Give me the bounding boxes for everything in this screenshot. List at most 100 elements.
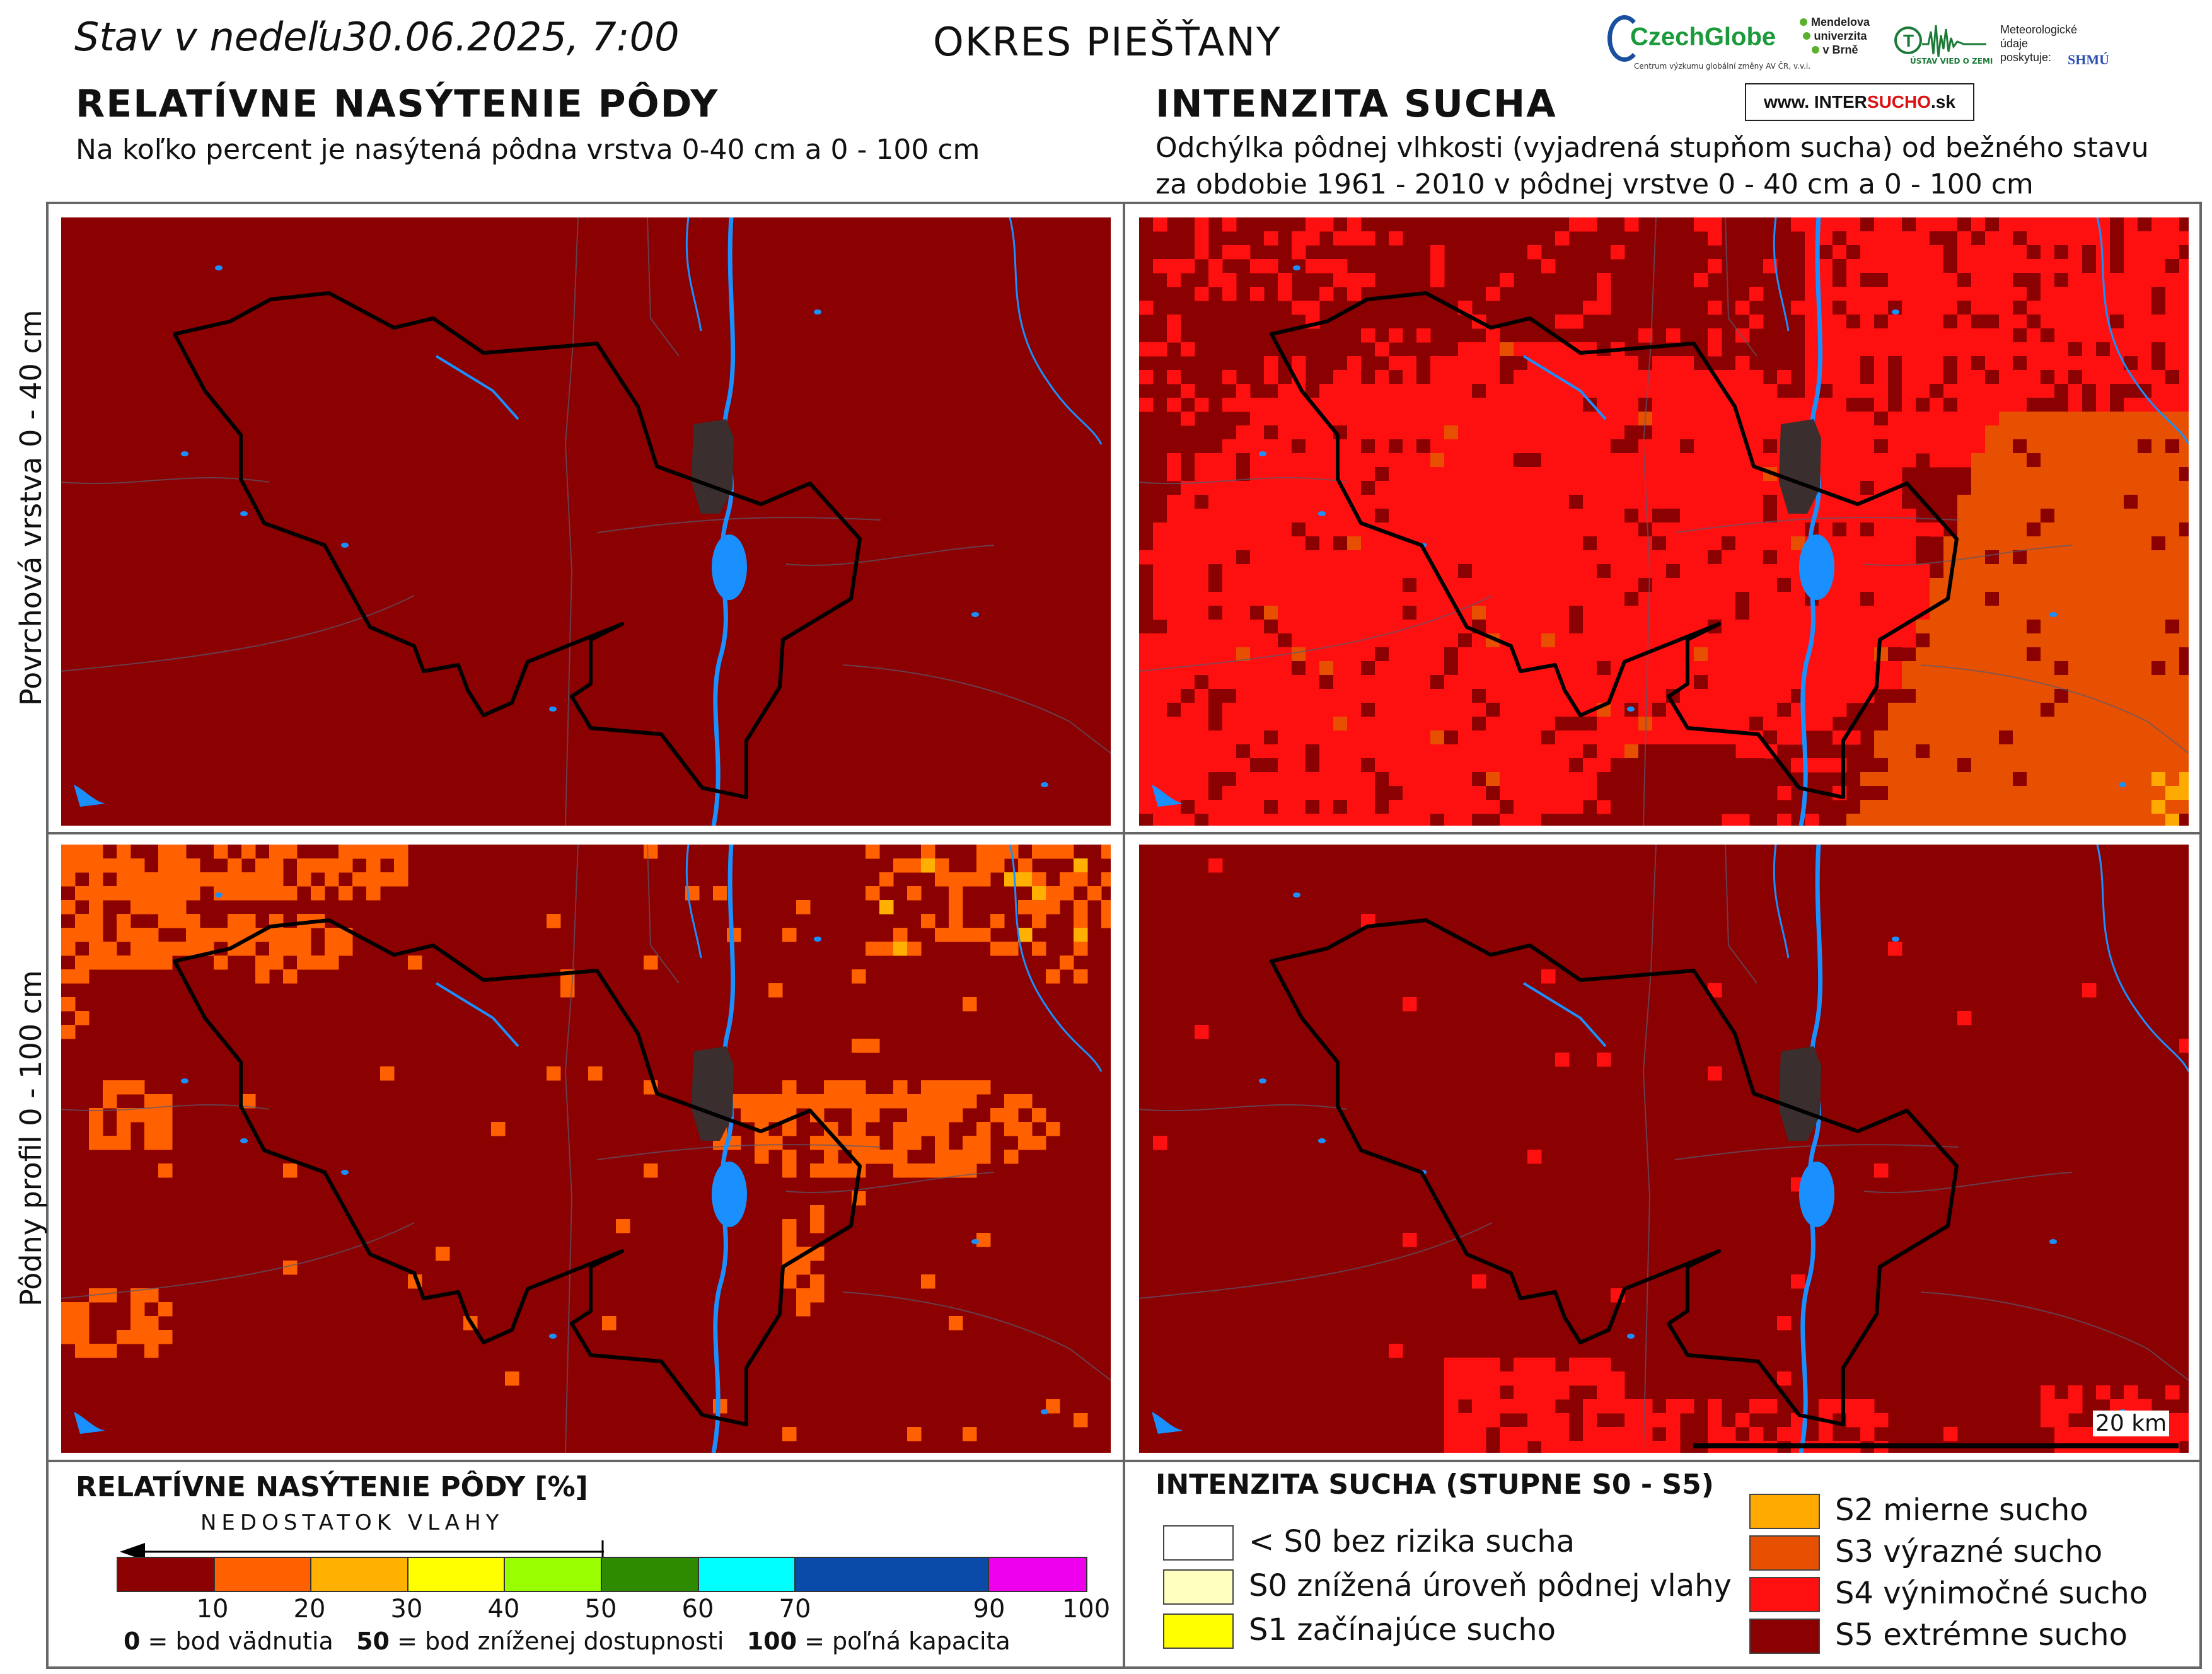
stream [2096, 845, 2189, 1072]
drought-legend-swatch [1163, 1613, 1234, 1649]
stream [1773, 845, 1790, 959]
district-border [173, 291, 862, 799]
datetime: 30.06.2025, 7:00 [342, 14, 680, 60]
reservoir-water [1799, 534, 1834, 600]
pond-water [814, 937, 821, 942]
map-saturation-top[interactable] [61, 217, 1111, 826]
road [785, 545, 995, 566]
map-saturation-bottom[interactable] [61, 845, 1111, 1453]
uvz-logo-icon: T [1894, 25, 1986, 57]
district-border [173, 918, 862, 1426]
map-background [1139, 845, 2189, 1453]
road [842, 664, 1111, 754]
colorbar-tick-label: 90 [973, 1595, 1005, 1624]
colorbar-segment [214, 1558, 312, 1591]
colorbar-tick-label: 60 [681, 1595, 714, 1624]
colorbar-segment [796, 1558, 990, 1591]
road [1139, 1222, 1493, 1299]
mendel-dot-icon [1800, 18, 1807, 26]
road [564, 217, 579, 826]
pond-water [1318, 511, 1326, 516]
river-vah [1798, 845, 1823, 1453]
drought-legend-swatch [1749, 1577, 1820, 1612]
czechglobe-logo: CzechGlobe [1607, 15, 1776, 62]
district-title: OKRES PIEŠŤANY [933, 19, 1282, 65]
colorbar-segment [311, 1558, 408, 1591]
colorbar-segment [408, 1558, 506, 1591]
pond-water [341, 543, 349, 548]
pond-water [240, 1138, 248, 1143]
saturation-legend-note: 0 = bod vädnutia 50 = bod zníženej dostu… [124, 1627, 1010, 1655]
road [842, 1291, 1111, 1381]
drought-cells [1597, 744, 1778, 826]
pond-water [971, 612, 979, 617]
road [1920, 1291, 2189, 1381]
stream [435, 982, 519, 1048]
uvz-logo-text: ÚSTAV VIED O ZEMI [1910, 57, 1993, 66]
right-title: INTENZITA SUCHA [1155, 82, 1557, 126]
colorbar-segment [698, 1558, 796, 1591]
pond-water [1627, 1334, 1635, 1339]
colorbar-segment [118, 1558, 215, 1591]
colorbar-tick-label: 100 [1062, 1595, 1111, 1624]
row-label-top: Povrchová vrstva 0 - 40 cm [14, 309, 48, 706]
pond-water [2119, 782, 2126, 787]
river-vah [711, 845, 736, 1453]
map-drought-top[interactable] [1139, 217, 2189, 826]
czechglobe-ring-icon [1607, 15, 1642, 62]
map-background [61, 217, 1111, 826]
colorbar-tick-label: 30 [390, 1595, 423, 1624]
road [61, 595, 415, 672]
pond-water [1293, 265, 1300, 270]
district-border [1270, 918, 1959, 1426]
pond-water [814, 309, 821, 315]
pond-water [1892, 937, 1899, 942]
pond-water [1041, 782, 1048, 787]
road [1139, 595, 1493, 672]
pond-water [1627, 707, 1635, 712]
stream [2096, 217, 2189, 445]
drought-legend-swatch [1749, 1535, 1820, 1571]
pond-water [1318, 1138, 1326, 1143]
stream [1009, 217, 1103, 445]
river-vah [711, 217, 736, 826]
colorbar-segment [601, 1558, 699, 1591]
district-border [1270, 291, 1959, 799]
road [61, 476, 270, 485]
road [647, 217, 680, 357]
drought-legend-label: S2 mierne sucho [1835, 1492, 2088, 1528]
road [647, 845, 680, 984]
pond-water [549, 1334, 557, 1339]
mendel-dot-icon [1811, 46, 1819, 54]
partner-logos: CzechGlobe Centrum výzkumu globální změn… [1607, 9, 2194, 122]
city-piestany [1779, 1046, 1821, 1141]
drought-legend-swatch [1163, 1569, 1234, 1605]
road [1642, 217, 1657, 826]
stream [1522, 982, 1607, 1048]
panel-divider-vertical [1123, 202, 1125, 1669]
saturation-cells [61, 845, 1111, 1441]
map-drought-bottom[interactable] [1139, 845, 2189, 1453]
drought-legend-label: S0 znížená úroveň pôdnej vlahy [1249, 1568, 1732, 1603]
road [1674, 517, 1959, 533]
panel-divider-horizontal-2 [46, 1460, 2202, 1462]
saturation-legend-title: RELATÍVNE NASÝTENIE PÔDY [%] [76, 1471, 588, 1503]
intersucho-link[interactable]: www. INTERSUCHO.sk [1745, 83, 1974, 121]
road [1920, 664, 2189, 754]
pond-water [1892, 309, 1899, 315]
stream [685, 217, 702, 332]
road [61, 1104, 270, 1112]
left-subtitle: Na koľko percent je nasýtená pôdna vrstv… [76, 134, 980, 166]
pond-water [1259, 1078, 1266, 1083]
scalebar-label: 20 km [2093, 1411, 2170, 1436]
pond-water [1293, 892, 1300, 898]
stream [435, 355, 519, 420]
drought-legend-label: S4 výnimočné sucho [1835, 1576, 2148, 1611]
pond-water [549, 707, 557, 712]
saturation-colorbar [117, 1557, 1087, 1592]
pond-water [215, 265, 223, 270]
drought-legend-title: INTENZITA SUCHA (STUPNE S0 - S5) [1155, 1469, 1714, 1501]
pond-water [74, 785, 105, 807]
colorbar-tick-label: 20 [293, 1595, 326, 1624]
pond-water [181, 451, 188, 456]
